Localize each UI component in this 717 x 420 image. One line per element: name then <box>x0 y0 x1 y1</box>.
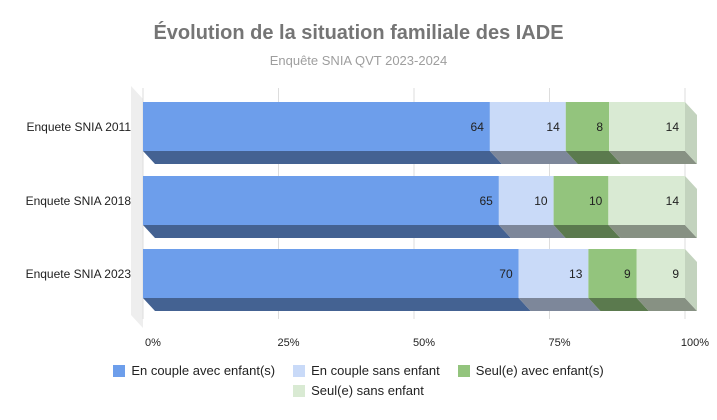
bar-bottom-face <box>553 225 621 238</box>
chart-subtitle: Enquête SNIA QVT 2023-2024 <box>269 53 448 68</box>
legend-swatch <box>457 364 470 377</box>
bar-bottom-face <box>143 225 511 238</box>
x-tick-label: 25% <box>277 337 299 349</box>
data-label: 64 <box>471 120 485 134</box>
bar-end-face <box>685 176 697 238</box>
data-label: 14 <box>546 120 560 134</box>
y-category-label: Enquete SNIA 2011 <box>26 120 131 134</box>
legend-item-seul-avec-enfants[interactable]: Seul(e) avec enfant(s) <box>457 363 604 378</box>
legend-swatch <box>113 364 126 377</box>
bar-segment <box>498 176 554 225</box>
legend-item-couple-sans-enfant[interactable]: En couple sans enfant <box>293 363 440 378</box>
data-label: 14 <box>666 194 680 208</box>
legend-row-2: Seul(e) sans enfant <box>0 383 717 398</box>
data-label: 65 <box>479 194 493 208</box>
data-label: 9 <box>624 267 631 281</box>
bar-bottom-face <box>565 151 622 164</box>
bar-segment <box>143 102 490 151</box>
legend-label: Seul(e) avec enfant(s) <box>475 363 604 378</box>
bar-segment <box>143 249 519 298</box>
legend-label: En couple sans enfant <box>311 363 440 378</box>
data-label: 70 <box>499 267 513 281</box>
x-tick-label: 50% <box>413 337 435 349</box>
x-tick-label: 100% <box>681 337 709 349</box>
data-label: 14 <box>666 120 680 134</box>
legend-label: En couple avec enfant(s) <box>131 363 276 378</box>
bar-bottom-face <box>489 151 578 164</box>
left-wall <box>131 86 143 328</box>
legend-item-couple-avec-enfants[interactable]: En couple avec enfant(s) <box>113 363 275 378</box>
bar-bottom-face <box>636 298 697 311</box>
bar-end-face <box>685 249 697 311</box>
bar-bottom-face <box>143 298 531 311</box>
bar-bottom-face <box>609 151 697 164</box>
bar-segment <box>565 102 610 151</box>
bar-end-face <box>685 102 697 164</box>
bar-segment <box>553 176 609 225</box>
x-tick-label: 75% <box>548 337 570 349</box>
data-label: 8 <box>596 120 603 134</box>
data-label: 9 <box>672 267 679 281</box>
bar-segment <box>636 249 685 298</box>
bar-segment <box>609 102 685 151</box>
y-category-label: Enquete SNIA 2023 <box>26 267 132 281</box>
bar-segment <box>518 249 589 298</box>
bar-bottom-face <box>518 298 601 311</box>
data-label: 10 <box>534 194 548 208</box>
bar-bottom-face <box>143 151 502 164</box>
bar-segment <box>608 176 685 225</box>
bar-bottom-face <box>498 225 566 238</box>
legend-row-1: En couple avec enfant(s) En couple sans … <box>0 363 717 378</box>
data-label: 13 <box>569 267 583 281</box>
data-label: 10 <box>589 194 603 208</box>
legend-swatch <box>293 384 306 397</box>
bar-segment <box>588 249 637 298</box>
bar-segment <box>489 102 566 151</box>
x-tick-label: 0% <box>145 337 161 349</box>
bar-bottom-face <box>588 298 649 311</box>
bar-segment <box>143 176 499 225</box>
legend-swatch <box>293 364 306 377</box>
bar-bottom-face <box>608 225 697 238</box>
y-category-label: Enquete SNIA 2018 <box>26 194 132 208</box>
legend-label: Seul(e) sans enfant <box>311 383 424 398</box>
chart-title: Évolution de la situation familiale des … <box>153 22 564 44</box>
legend-item-seul-sans-enfant[interactable]: Seul(e) sans enfant <box>293 383 424 398</box>
